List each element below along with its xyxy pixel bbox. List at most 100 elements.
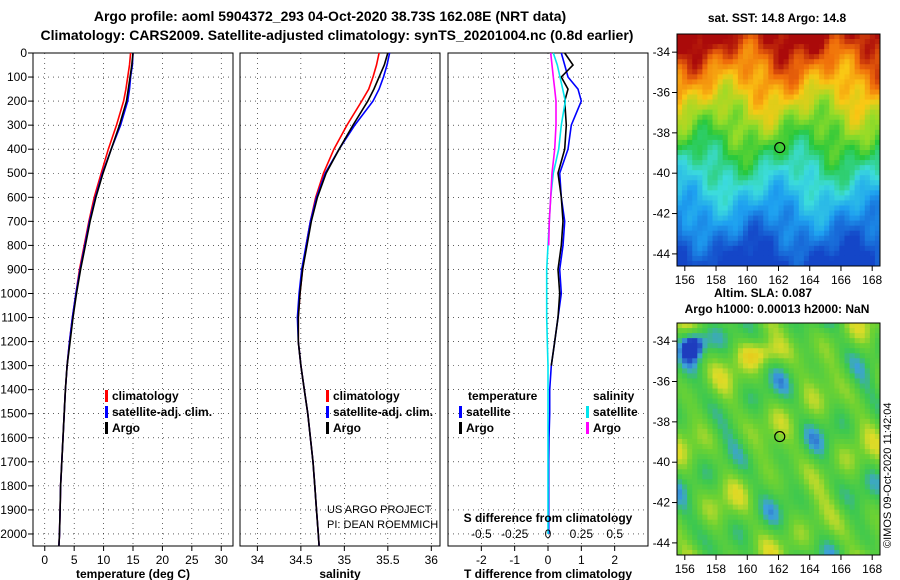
sla-cell <box>737 484 744 490</box>
sst-cell <box>737 44 744 50</box>
sla-cell <box>798 464 805 470</box>
sla-cell <box>839 449 845 455</box>
sst-cell <box>758 160 764 166</box>
sst-cell <box>854 64 861 70</box>
sla-cell <box>783 328 790 334</box>
legend-label-satellite-adj: satellite-adj. clim. <box>112 405 212 419</box>
sst-cell <box>849 44 856 50</box>
sst-cell <box>687 94 693 100</box>
sst-cell <box>814 109 820 116</box>
sst-cell <box>682 175 688 181</box>
sst-cell <box>687 205 693 211</box>
sst-cell <box>788 205 795 211</box>
sla-cell <box>844 323 850 329</box>
sla-cell <box>778 529 784 536</box>
sla-cell <box>849 368 856 374</box>
sla-cell <box>814 459 820 465</box>
sla-cell <box>717 514 724 521</box>
sst-cell <box>737 129 744 136</box>
sla-cell <box>834 459 840 465</box>
sst-cell <box>748 155 754 161</box>
sst-cell <box>748 160 754 166</box>
sst-cell <box>844 260 850 267</box>
sla-cell <box>687 469 693 475</box>
sst-cell <box>682 104 688 111</box>
sst-cell <box>793 74 800 80</box>
difference-xtick-label: 1 <box>578 553 585 567</box>
sst-cell <box>748 144 754 151</box>
sla-cell <box>859 383 866 389</box>
sla-cell <box>793 363 800 369</box>
sst-cell <box>864 74 871 80</box>
title-line-1: Argo profile: aoml 5904372_293 04-Oct-20… <box>94 8 566 24</box>
sst-cell <box>778 230 784 237</box>
sst-cell <box>687 34 693 40</box>
sla-cell <box>798 333 805 339</box>
sst-cell <box>758 230 764 237</box>
sst-cell <box>682 150 688 156</box>
sst-cell <box>702 134 708 141</box>
sla-cell <box>773 449 779 455</box>
sst-cell <box>768 175 774 181</box>
sst-cell <box>707 109 713 116</box>
sla-cell <box>819 418 825 425</box>
sla-cell <box>874 494 881 500</box>
sst-cell <box>834 119 840 126</box>
sst-cell <box>803 155 810 161</box>
sst-cell <box>748 220 754 227</box>
sla-cell <box>717 338 724 344</box>
sla-cell <box>788 428 795 435</box>
sst-cell <box>824 205 830 211</box>
sst-cell <box>758 34 764 40</box>
sst-cell <box>732 190 739 196</box>
sst-cell <box>748 250 754 257</box>
sla-cell <box>773 428 779 435</box>
sla-cell <box>737 388 744 395</box>
sla-cell <box>702 348 708 354</box>
legend-swatch-temp-satellite <box>459 406 462 418</box>
sst-cell <box>814 34 820 40</box>
sla-cell <box>727 388 734 395</box>
sla-cell <box>869 444 876 450</box>
sst-cell <box>798 165 805 171</box>
sst-cell <box>874 220 881 227</box>
sla-cell <box>773 343 779 349</box>
legend-label-argo: Argo <box>333 421 361 435</box>
sla-cell <box>854 479 861 485</box>
sst-cell <box>697 39 703 45</box>
sla-cell <box>874 469 881 475</box>
sst-cell <box>717 240 724 247</box>
sst-cell <box>869 129 876 136</box>
sla-cell <box>692 333 698 339</box>
sst-cell <box>849 134 856 141</box>
sla-cell <box>677 529 683 536</box>
sst-cell <box>808 109 815 116</box>
sla-cell <box>712 383 718 389</box>
sla-map-title-2: Argo h1000: 0.00013 h2000: NaN <box>685 302 870 316</box>
sst-cell <box>788 129 795 136</box>
sst-cell <box>834 195 840 201</box>
sla-cell <box>834 433 840 440</box>
sst-cell <box>814 89 820 95</box>
sst-cell <box>702 34 708 40</box>
sla-cell <box>722 363 729 369</box>
sla-cell <box>849 464 856 470</box>
sla-cell <box>869 428 876 435</box>
sla-cell <box>748 368 754 374</box>
sla-cell <box>737 418 744 425</box>
sla-cell <box>798 338 805 344</box>
sla-cell <box>778 474 784 480</box>
sst-cell <box>778 245 784 252</box>
sla-cell <box>697 428 703 435</box>
salinity-xtick-label: 36 <box>425 553 439 567</box>
sla-cell <box>717 499 724 505</box>
sst-cell <box>793 144 800 151</box>
sst-cell <box>702 119 708 126</box>
sst-cell <box>819 215 825 222</box>
depth-tick-label: 1000 <box>0 286 27 300</box>
sla-cell <box>798 509 805 516</box>
sst-cell <box>722 89 729 95</box>
sst-cell <box>874 54 881 60</box>
sst-cell <box>814 94 820 100</box>
sst-cell <box>834 84 840 90</box>
